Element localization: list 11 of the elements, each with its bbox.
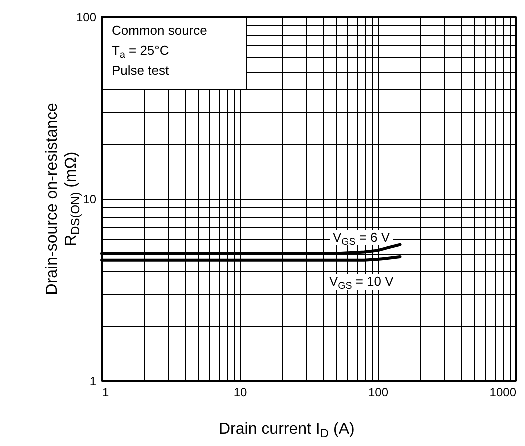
x-tick-label: 1000 (490, 386, 517, 400)
y-tick-label: 10 (83, 192, 97, 206)
x-tick-label: 1 (102, 386, 110, 400)
x-axis-title: Drain current I$_{D}$ (A) (219, 420, 355, 441)
series-label: V$_{GS}$ = 10 V (326, 274, 397, 292)
x-tick-label: 100 (368, 386, 389, 400)
y-tick-label: 100 (76, 10, 97, 24)
text-box: Common source T$_{a}$ = 25°C Pulse test (102, 17, 247, 90)
y-tick-label: 1 (90, 374, 97, 388)
x-tick-label: 10 (234, 386, 248, 400)
series-label: V$_{GS}$ = 6 V (330, 230, 394, 248)
